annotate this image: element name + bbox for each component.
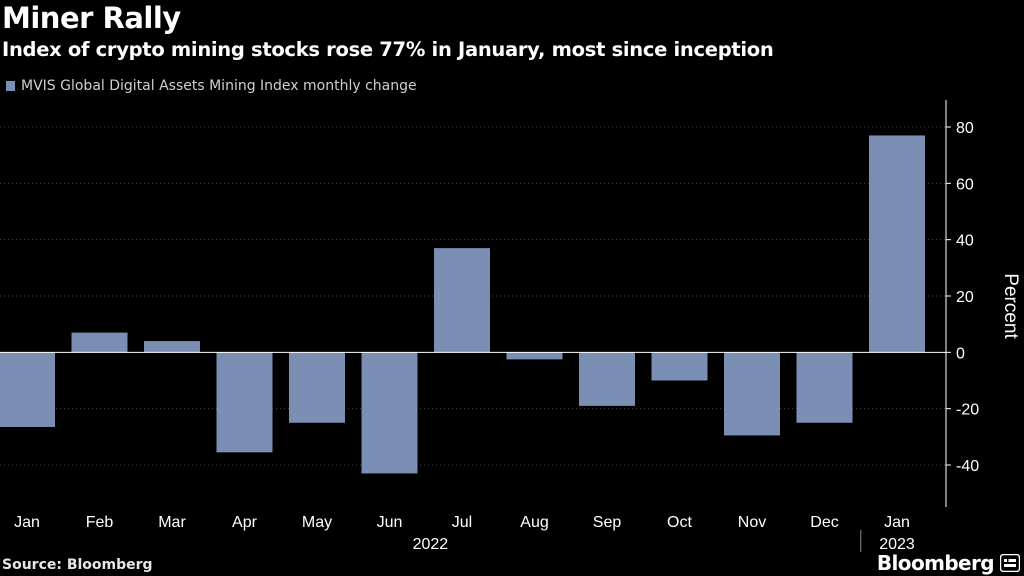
y-tick-label: 60	[956, 176, 974, 193]
y-tick-label: 20	[956, 289, 974, 306]
x-tick-label: Jan	[884, 514, 910, 531]
x-tick-label: Jun	[377, 514, 403, 531]
legend: MVIS Global Digital Assets Mining Index …	[6, 78, 417, 94]
x-tick-label: Mar	[158, 514, 186, 531]
bar-jan-0	[0, 352, 55, 427]
y-tick-label: 80	[956, 120, 974, 137]
source-note: Source: Bloomberg	[2, 557, 153, 573]
year-label-2023: 2023	[879, 536, 915, 553]
bar-apr-3	[216, 352, 273, 453]
bar-jul-6	[434, 248, 490, 353]
bar-aug-7	[506, 352, 563, 360]
x-tick-label: Apr	[232, 514, 258, 531]
y-tick-label: 0	[956, 345, 965, 362]
bar-jan-12	[869, 135, 925, 353]
bloomberg-terminal-icon	[1000, 554, 1020, 572]
bar-feb-1	[71, 332, 128, 353]
x-tick-label: May	[302, 514, 332, 531]
chart-subtitle: Index of crypto mining stocks rose 77% i…	[2, 38, 774, 61]
y-tick-label: -20	[956, 402, 979, 419]
x-tick-label: Jan	[14, 514, 40, 531]
y-tick-label: -40	[956, 458, 979, 475]
bar-oct-9	[651, 352, 708, 381]
chart-title: Miner Rally	[2, 1, 181, 35]
bar-jun-5	[361, 352, 418, 474]
bar-sep-8	[579, 352, 635, 406]
year-label-2022: 2022	[413, 536, 449, 553]
legend-label: MVIS Global Digital Assets Mining Index …	[21, 78, 417, 94]
bar-nov-10	[724, 352, 780, 436]
bar-mar-2	[144, 341, 200, 353]
x-tick-label: Oct	[667, 514, 692, 531]
x-tick-label: Aug	[520, 514, 548, 531]
x-tick-label: Jul	[452, 514, 472, 531]
x-tick-label: Sep	[593, 514, 622, 531]
bar-dec-11	[796, 352, 853, 423]
x-tick-label: Dec	[810, 514, 838, 531]
y-axis-title: Percent	[1000, 273, 1021, 339]
x-tick-label: Feb	[86, 514, 114, 531]
bar-may-4	[289, 352, 345, 423]
y-tick-label: 40	[956, 233, 974, 250]
bloomberg-logo-text: Bloomberg	[876, 551, 995, 575]
legend-swatch	[6, 81, 15, 91]
x-tick-label: Nov	[738, 514, 766, 531]
